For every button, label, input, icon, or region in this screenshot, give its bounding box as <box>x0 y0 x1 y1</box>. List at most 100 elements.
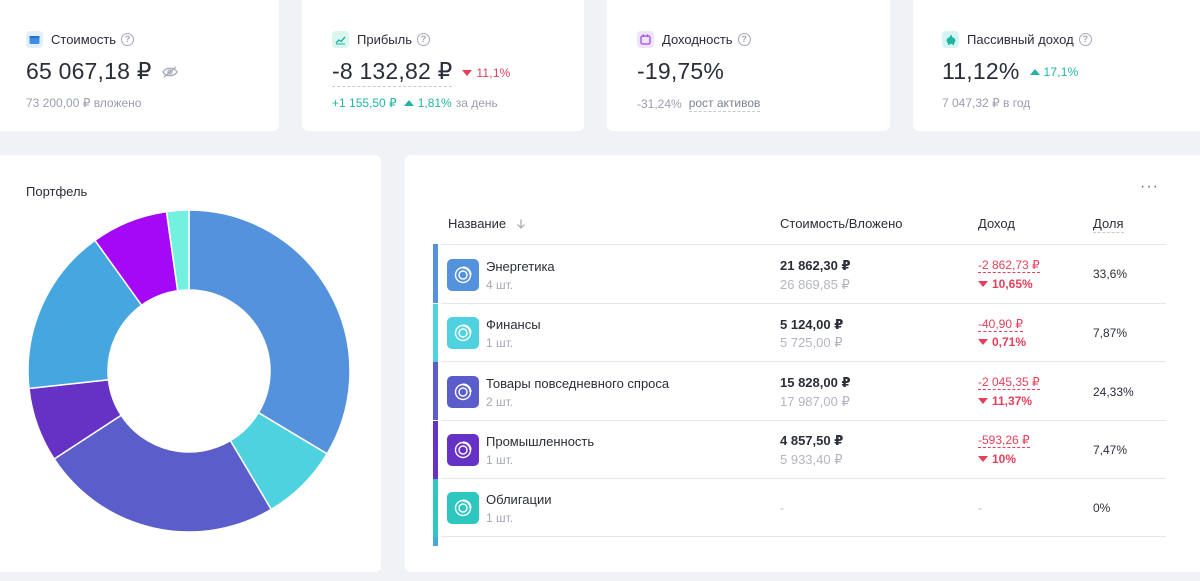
sector-income-pct-value: 0,71% <box>992 335 1027 349</box>
sector-value: 5 124,00 ₽ <box>780 317 844 332</box>
stat-yield-sub: -31,24% рост активов <box>637 96 761 112</box>
triangle-down-icon <box>978 398 988 404</box>
sector-income[interactable]: -2 862,73 ₽ <box>978 258 1040 273</box>
donut-slice[interactable] <box>53 414 273 533</box>
column-header-income[interactable]: Доход <box>978 216 1015 231</box>
stat-profit-label: Прибыль <box>357 32 412 47</box>
help-icon[interactable]: ? <box>416 33 430 46</box>
triangle-down-icon <box>978 281 988 287</box>
sector-count: 4 шт. <box>486 278 514 292</box>
help-icon[interactable]: ? <box>1078 33 1092 46</box>
table-divider <box>441 303 1166 304</box>
sector-share: 24,33% <box>1093 385 1134 399</box>
sort-arrow-down-icon[interactable] <box>516 219 526 229</box>
sector-income-pct-value: 10% <box>992 452 1017 466</box>
more-options-button[interactable]: ··· <box>1140 178 1159 195</box>
column-header-name-label: Название <box>448 216 507 231</box>
sector-share: 33,6% <box>1093 267 1128 281</box>
table-divider <box>441 244 1166 245</box>
sector-table-card <box>405 155 1200 572</box>
sector-color-bar <box>433 421 438 479</box>
sector-name: Промышленность <box>486 434 595 449</box>
sector-income-pct-value: 10,65% <box>992 277 1033 291</box>
stat-profit-value: -8 132,82 ₽ 11,1% <box>332 58 511 87</box>
stat-profit-amount: -8 132,82 ₽ <box>332 58 453 87</box>
sector-share: 7,47% <box>1093 443 1128 457</box>
table-divider <box>441 420 1166 421</box>
stat-yield-sub-label[interactable]: рост активов <box>688 96 761 112</box>
stat-passive-header: Пассивный доход ? <box>942 31 1092 48</box>
sector-income-pct: 10,65% <box>978 277 1033 291</box>
sector-income[interactable]: -2 045,35 ₽ <box>978 375 1040 390</box>
sector-invested: 17 987,00 ₽ <box>780 394 850 409</box>
sector-icon <box>447 259 479 291</box>
column-header-value[interactable]: Стоимость/Вложено <box>780 216 903 231</box>
sector-icon <box>447 492 479 524</box>
stat-card-cost <box>0 0 279 131</box>
column-header-name[interactable]: Название <box>448 216 526 231</box>
table-divider <box>441 478 1166 479</box>
calendar-icon <box>637 31 654 48</box>
stat-cost-label: Стоимость <box>51 32 117 47</box>
stat-passive-amount: 11,12% <box>942 58 1020 84</box>
triangle-down-icon <box>462 69 473 76</box>
sector-name: Финансы <box>486 317 541 332</box>
sector-color-bar <box>433 479 438 537</box>
stat-profit-header: Прибыль ? <box>332 31 430 48</box>
donut-slice[interactable] <box>188 209 351 455</box>
sector-share: 0% <box>1093 501 1111 515</box>
column-header-share[interactable]: Доля <box>1093 216 1124 233</box>
stat-yield-header: Доходность ? <box>637 31 751 48</box>
table-divider <box>441 361 1166 362</box>
sector-value: 15 828,00 ₽ <box>780 375 851 390</box>
sector-income-pct: 10% <box>978 452 1016 466</box>
stat-yield-label: Доходность <box>662 32 733 47</box>
stat-passive-sub: 7 047,32 ₽ в год <box>942 96 1031 110</box>
sector-color-bar <box>433 245 438 303</box>
sector-icon <box>447 434 479 466</box>
sector-color-bar <box>433 304 438 362</box>
stat-yield-sub-value: -31,24% <box>637 97 682 111</box>
sector-value: 21 862,30 ₽ <box>780 258 851 273</box>
stat-profit-day-pct: 1,81% <box>417 96 452 110</box>
portfolio-title: Портфель <box>26 184 88 199</box>
chart-line-icon <box>332 31 349 48</box>
stat-cost-header: Стоимость ? <box>26 31 135 48</box>
donut-slice[interactable] <box>165 209 190 292</box>
portfolio-donut-chart <box>27 209 351 533</box>
table-divider <box>441 536 1166 537</box>
triangle-up-icon <box>1029 68 1040 75</box>
stat-profit-change-value: 11,1% <box>476 65 511 80</box>
sector-share: 7,87% <box>1093 326 1128 340</box>
stat-cost-sub: 73 200,00 ₽ вложено <box>26 96 142 110</box>
stat-passive-label: Пассивный доход <box>967 32 1074 47</box>
help-icon[interactable]: ? <box>737 33 751 46</box>
sector-income: - <box>978 501 982 515</box>
sector-income-pct: 0,71% <box>978 335 1026 349</box>
sector-name: Энергетика <box>486 259 555 274</box>
stat-yield-value: -19,75% <box>637 58 725 84</box>
sector-count: 1 шт. <box>486 453 514 467</box>
stat-profit-change: 11,1% <box>462 66 510 80</box>
sector-income-pct: 11,37% <box>978 394 1032 408</box>
sector-income[interactable]: -40,90 ₽ <box>978 317 1023 332</box>
stat-profit-day-value: +1 155,50 ₽ <box>332 96 397 110</box>
eye-off-icon[interactable] <box>161 66 178 78</box>
stat-cost-amount: 65 067,18 ₽ <box>26 58 152 84</box>
sector-color-bar <box>433 537 438 546</box>
sector-name: Облигации <box>486 492 552 507</box>
sector-income[interactable]: -593,26 ₽ <box>978 433 1030 448</box>
stat-profit-sub: +1 155,50 ₽ 1,81% за день <box>332 96 498 110</box>
sector-invested: 5 933,40 ₽ <box>780 452 843 467</box>
wallet-icon <box>26 31 43 48</box>
sector-invested: 5 725,00 ₽ <box>780 335 843 350</box>
sector-name: Товары повседневного спроса <box>486 376 670 391</box>
help-icon[interactable]: ? <box>121 33 135 46</box>
sector-income-pct-value: 11,37% <box>992 394 1033 408</box>
stat-card-passive <box>913 0 1200 131</box>
stat-card-yield <box>607 0 890 131</box>
donut-slice[interactable] <box>27 239 143 390</box>
stat-passive-change-value: 17,1% <box>1043 64 1079 79</box>
stat-cost-value: 65 067,18 ₽ <box>26 58 178 85</box>
stat-profit-day-suffix: за день <box>455 96 498 110</box>
